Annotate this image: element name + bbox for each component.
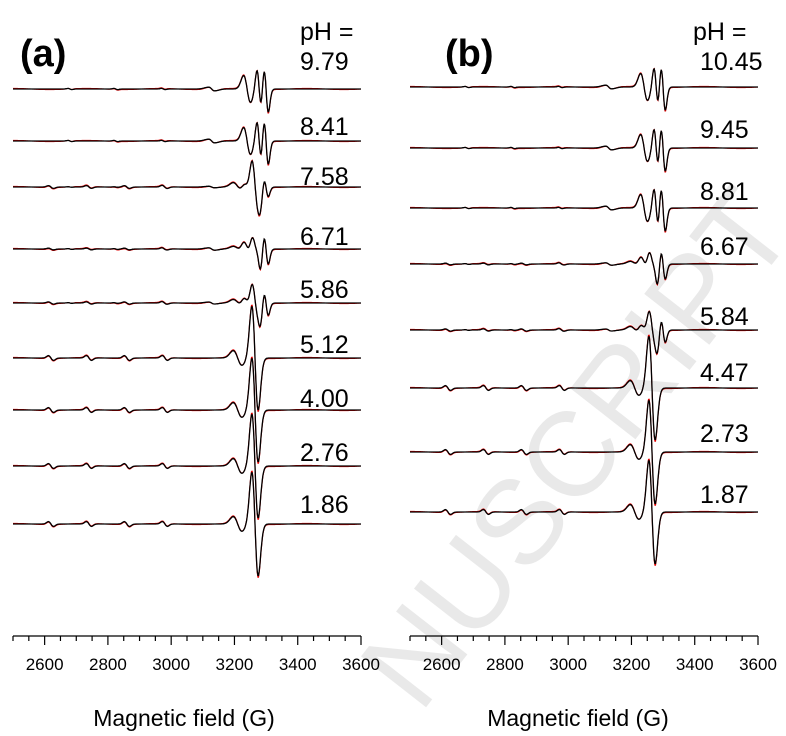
panel-b-letter: (b): [445, 33, 494, 75]
panel-a-ph-label-2: 8.41: [300, 113, 349, 141]
panel-b: (b) pH = 10.45 9.45 8.81 6.67 5.84 4.47 2.73 1.…: [409, 18, 777, 731]
panel-b-ph-label-6: 4.47: [700, 359, 749, 387]
panel-a-tick-label-3000: 3000: [152, 655, 190, 674]
panel-b-tick-label-2600: 2600: [423, 655, 461, 674]
panel-a-ph-label-6: 5.12: [300, 331, 349, 359]
panel-a-ph-label-5: 5.86: [300, 276, 349, 304]
panel-b-experimental-trace-1: [410, 67, 758, 111]
panel-a-ph-label-1: 9.79: [300, 48, 349, 76]
panel-a-experimental-trace-1: [13, 69, 361, 113]
panel-b-ph-label-5: 5.84: [700, 303, 749, 331]
panel-b-traces: [410, 67, 758, 566]
panel-a-ph-header: pH =: [300, 18, 354, 46]
panel-a-experimental-trace-9: [13, 472, 361, 577]
panel-a-experimental-trace-2: [13, 121, 361, 165]
panel-a-ph-label-4: 6.71: [300, 223, 349, 251]
panel-a: (a) pH = 9.79 8.41 7.58 6.71 5.86 5.12 4.00 2.7…: [12, 18, 380, 731]
panel-a-ph-labels: 9.79 8.41 7.58 6.71 5.86 5.12 4.00 2.76 1.86: [300, 48, 349, 519]
panel-b-ph-label-8: 1.87: [700, 481, 749, 509]
panel-b-tick-label-3600: 3600: [739, 655, 777, 674]
panel-b-experimental-trace-4: [410, 252, 758, 286]
panel-b-x-axis: 2600 2800 3000 3200 3400 3600: [409, 635, 777, 674]
panel-a-ph-label-7: 4.00: [300, 385, 349, 413]
panel-b-tick-label-2800: 2800: [486, 655, 524, 674]
panel-b-experimental-trace-3: [410, 188, 758, 232]
panel-b-tick-label-3400: 3400: [676, 655, 714, 674]
panel-b-x-axis-title: Magnetic field (G): [487, 705, 669, 731]
panel-a-ph-label-3: 7.58: [300, 163, 349, 191]
panel-b-ph-labels: 10.45 9.45 8.81 6.67 5.84 4.47 2.73 1.87: [700, 48, 763, 509]
panel-b-ph-label-3: 8.81: [700, 178, 749, 206]
panel-a-tick-label-2600: 2600: [26, 655, 64, 674]
panel-b-experimental-trace-8: [410, 460, 758, 565]
panel-a-tick-label-3600: 3600: [342, 655, 380, 674]
panel-a-experimental-trace-7: [13, 358, 361, 463]
panel-a-x-axis: 2600 2800 3000 3200 3400 3600: [12, 635, 380, 674]
panel-a-experimental-trace-3: [13, 159, 361, 216]
panel-b-ph-label-4: 6.67: [700, 233, 749, 261]
panel-a-experimental-trace-6: [13, 306, 361, 411]
panel-a-x-axis-title: Magnetic field (G): [93, 705, 275, 731]
panel-a-experimental-trace-5: [13, 283, 361, 328]
panel-a-tick-label-2800: 2800: [89, 655, 127, 674]
panel-b-ph-label-2: 9.45: [700, 116, 749, 144]
panel-a-experimental-trace-4: [13, 237, 361, 271]
panel-b-ph-label-7: 2.73: [700, 420, 749, 448]
panel-b-experimental-trace-6: [410, 336, 758, 441]
panel-a-ph-label-8: 2.76: [300, 439, 349, 467]
panel-b-ph-header: pH =: [693, 18, 747, 46]
panel-b-tick-label-3000: 3000: [549, 655, 587, 674]
panel-a-ph-label-9: 1.86: [300, 491, 349, 519]
panel-a-simulated-trace-1: [13, 69, 361, 114]
panel-b-experimental-trace-7: [410, 400, 758, 505]
panel-a-experimental-trace-8: [13, 414, 361, 519]
panel-a-traces: [13, 69, 361, 578]
panel-b-tick-label-3200: 3200: [613, 655, 651, 674]
panel-b-ph-label-1: 10.45: [700, 48, 763, 76]
panel-a-tick-label-3200: 3200: [216, 655, 254, 674]
panel-a-tick-label-3400: 3400: [279, 655, 317, 674]
panel-b-experimental-trace-5: [410, 310, 758, 355]
panel-a-letter: (a): [20, 33, 66, 75]
panel-b-experimental-trace-2: [410, 128, 758, 172]
